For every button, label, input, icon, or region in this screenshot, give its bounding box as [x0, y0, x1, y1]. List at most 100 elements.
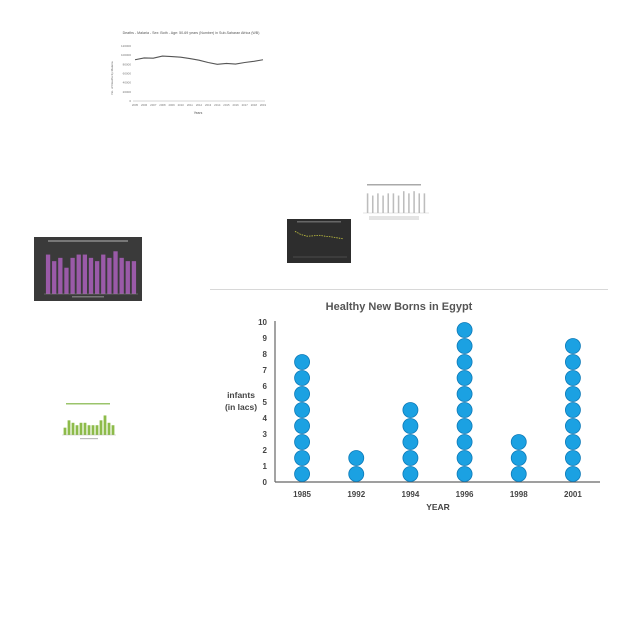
- infant-dot: [564, 466, 581, 482]
- infant-dot: [402, 450, 419, 466]
- thumb-green-bar: [79, 422, 83, 435]
- thumb-purple-bar: [113, 251, 118, 294]
- thumb-purple-bar: [82, 254, 88, 294]
- x-tick-label: 1996: [456, 490, 474, 499]
- y-tick-label: 8: [263, 350, 268, 359]
- thumb-purple-bar: [94, 261, 100, 294]
- thumb-line-ytick: 80000: [123, 62, 132, 66]
- infant-dot: [294, 450, 311, 466]
- infant-dot: [564, 402, 581, 418]
- infant-dot: [294, 418, 311, 434]
- thumb-gray-bar: [392, 193, 395, 213]
- x-tick-label: 1994: [402, 490, 420, 499]
- thumb-purple-bar: [58, 257, 63, 294]
- thumb-line-ytick: 40000: [123, 81, 132, 85]
- thumb-green-bar: [87, 425, 91, 435]
- infant-dot: [564, 418, 581, 434]
- infant-dot: [564, 434, 581, 450]
- thumb-line-title: Deaths - Malaria - Sex: Both - Age: 50-6…: [123, 31, 260, 35]
- thumb-line-xtick: 2019: [260, 103, 267, 107]
- thumb-purple-bar: [101, 254, 106, 294]
- thumb-line-xtick: 2015: [223, 103, 230, 107]
- thumb-purple-bar: [125, 261, 130, 294]
- thumb-purple-bar: [52, 261, 57, 294]
- infant-dot: [456, 434, 473, 450]
- thumb-gray-bar: [413, 191, 415, 213]
- y-tick-label: 5: [263, 398, 268, 407]
- y-tick-label: 10: [258, 318, 267, 327]
- y-tick-label: 0: [263, 478, 268, 487]
- thumb-line-xtick: 2005: [132, 103, 139, 107]
- thumb-purple-bar: [76, 254, 81, 294]
- green-bar-chart-thumbnail: [62, 403, 116, 440]
- infant-dot: [402, 466, 419, 482]
- thumb-green-bar: [91, 425, 95, 435]
- infant-dot: [564, 386, 581, 402]
- thumb-line-xtick: 2012: [196, 103, 203, 107]
- y-tick-label: 9: [263, 334, 268, 343]
- infant-dot: [402, 434, 419, 450]
- divider-line: [210, 289, 608, 290]
- thumb-gray-bar: [418, 193, 421, 213]
- thumb-purple-bar: [107, 257, 112, 294]
- infant-dot: [402, 402, 419, 418]
- thumb-line-xtick: 2013: [205, 103, 212, 107]
- thumb-line-ytick: 100000: [121, 53, 131, 57]
- dark-line-chart-thumbnail: [287, 219, 351, 263]
- thumb-gray-bar: [382, 195, 384, 213]
- thumb-green-bar: [67, 420, 71, 435]
- infant-dot: [456, 386, 473, 402]
- thumb-line-xtick: 2016: [232, 103, 239, 107]
- healthy-newborns-chart: Healthy New Borns in Egypt infants (in l…: [225, 301, 600, 512]
- thumb-gray-bar: [408, 193, 410, 213]
- thumb-line-xtick: 2009: [168, 103, 175, 107]
- infant-dot: [456, 402, 473, 418]
- thumb-green-bar: [75, 425, 79, 435]
- y-axis-label-line1: infants: [227, 390, 255, 400]
- thumb-line-xlabel: Years: [194, 111, 203, 115]
- y-tick-label: 7: [263, 366, 268, 375]
- x-axis-label: YEAR: [426, 502, 450, 512]
- y-tick-label: 4: [263, 414, 268, 423]
- infant-dot: [294, 370, 311, 386]
- purple-bar-chart-thumbnail: [34, 237, 142, 301]
- thumb-line-ytick: 0: [129, 99, 131, 103]
- infant-dot: [510, 434, 527, 450]
- malaria-line-chart-thumbnail: Deaths - Malaria - Sex: Both - Age: 50-6…: [110, 31, 267, 115]
- thumb-gray-bar: [371, 195, 374, 213]
- infant-dot: [456, 450, 473, 466]
- infant-dot: [456, 338, 473, 354]
- y-tick-label: 2: [263, 446, 268, 455]
- thumb-gray-bar: [377, 193, 379, 213]
- thumb-line-ytick: 60000: [123, 72, 132, 76]
- x-tick-label: 1992: [347, 490, 365, 499]
- thumb-line-xtick: 2006: [141, 103, 148, 107]
- chart-title: Healthy New Borns in Egypt: [326, 301, 473, 313]
- infant-dot: [456, 322, 473, 338]
- thumb-line-xtick: 2018: [251, 103, 258, 107]
- x-tick-label: 1998: [510, 490, 528, 499]
- thumb-green-bar: [71, 422, 75, 435]
- thumb-purple-bar: [64, 267, 69, 294]
- infant-dot: [510, 466, 527, 482]
- thumb-green-bar: [111, 425, 115, 435]
- thumb-green-bar: [99, 420, 103, 435]
- thumb-line-ytick: 20000: [123, 90, 132, 94]
- thumb-green-bar: [103, 415, 107, 435]
- thumb-gray-bar: [387, 193, 390, 213]
- thumb-line-xtick: 2014: [214, 103, 221, 107]
- infant-dot: [456, 418, 473, 434]
- infant-dot: [456, 354, 473, 370]
- thumb-line-xtick: 2017: [242, 103, 249, 107]
- thumb-line-series: [134, 55, 264, 65]
- thumb-line-xtick: 2011: [187, 103, 193, 107]
- thumb-gray-bar: [366, 193, 369, 213]
- gray-bar-chart-thumbnail: [363, 184, 429, 220]
- thumb-purple-bar: [45, 254, 51, 294]
- infant-dot: [564, 370, 581, 386]
- infant-dot: [402, 418, 419, 434]
- thumb-line-xtick: 2010: [178, 103, 185, 107]
- thumb-purple-bar: [119, 257, 124, 294]
- infant-dot: [564, 450, 581, 466]
- thumb-purple-bar: [88, 257, 94, 294]
